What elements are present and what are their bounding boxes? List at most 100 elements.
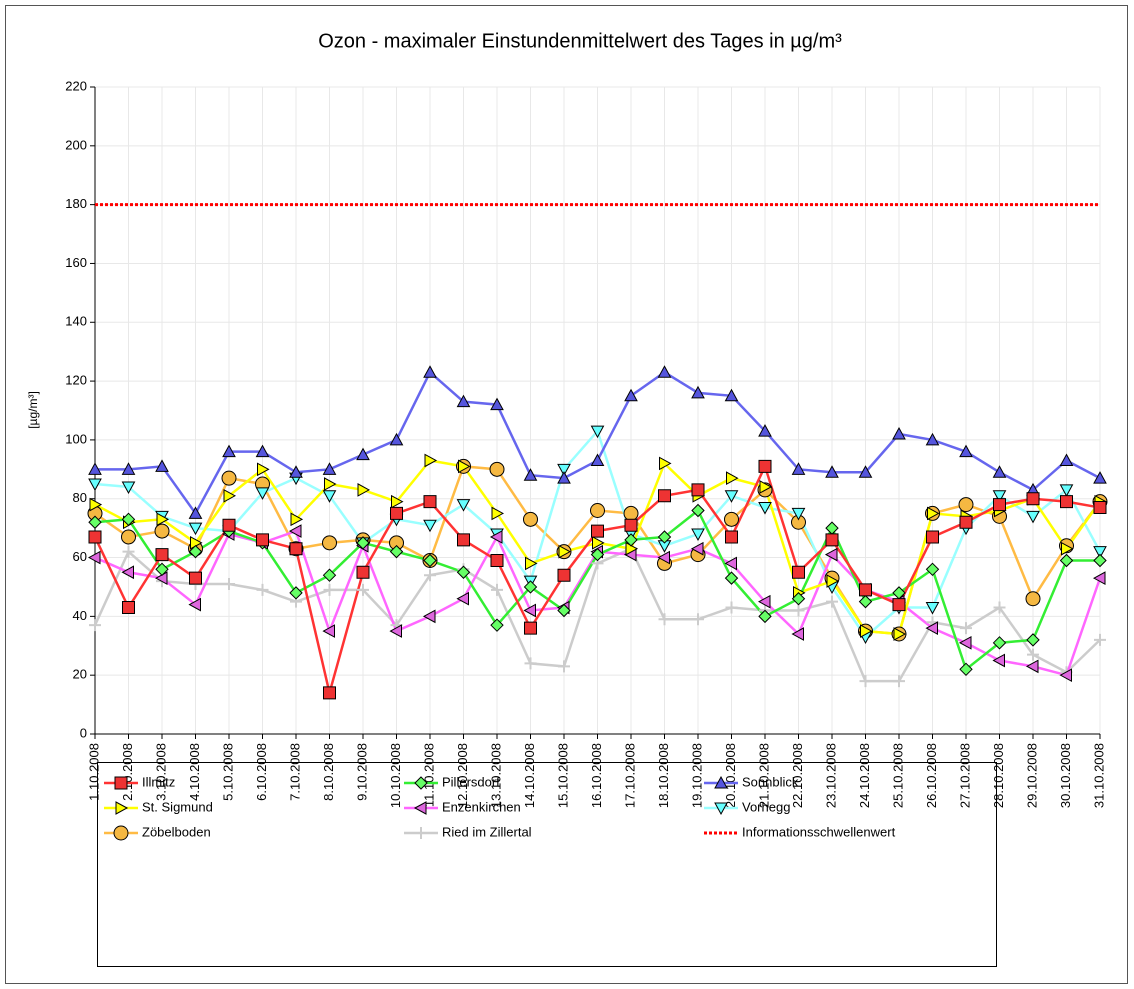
marker — [523, 468, 538, 481]
marker — [992, 653, 1005, 668]
marker — [691, 528, 705, 542]
marker — [893, 675, 905, 688]
marker — [289, 542, 303, 556]
x-tick-label: 8.10.2008 — [321, 743, 336, 801]
marker — [1061, 541, 1074, 556]
marker — [256, 583, 269, 596]
marker — [525, 556, 538, 571]
marker — [659, 456, 672, 471]
marker — [724, 388, 739, 402]
marker — [792, 565, 805, 579]
marker — [1093, 546, 1107, 559]
x-tick-label: 30.10.2008 — [1058, 743, 1073, 808]
marker — [288, 524, 302, 538]
legend-label: St. Sigmund — [142, 799, 213, 814]
marker — [222, 518, 236, 532]
marker — [927, 506, 940, 521]
marker — [223, 578, 235, 591]
x-tick-label: 5.10.2008 — [220, 743, 235, 801]
marker — [758, 424, 772, 437]
marker — [791, 627, 804, 641]
x-tick-label: 14.10.2008 — [522, 743, 537, 808]
marker — [413, 801, 427, 815]
legend-label: Zöbelboden — [142, 824, 211, 839]
marker — [893, 627, 907, 641]
x-tick-label: 18.10.2008 — [656, 743, 671, 808]
marker — [691, 503, 705, 518]
x-tick-label: 7.10.2008 — [287, 743, 302, 801]
x-tick-label: 11.10.2008 — [421, 743, 436, 807]
marker — [1059, 553, 1074, 568]
marker — [155, 548, 169, 562]
x-tick-label: 15.10.2008 — [555, 743, 570, 808]
marker — [290, 512, 304, 527]
marker — [456, 591, 469, 606]
marker — [1026, 492, 1040, 506]
marker — [758, 609, 772, 624]
marker — [324, 477, 337, 491]
marker — [122, 545, 135, 558]
marker — [121, 481, 136, 495]
marker — [1059, 453, 1074, 466]
marker — [758, 502, 772, 515]
marker — [523, 511, 538, 527]
marker — [523, 603, 536, 618]
marker — [826, 595, 838, 608]
marker — [759, 480, 773, 494]
marker — [89, 619, 101, 632]
marker — [1025, 659, 1039, 674]
x-tick-label: 29.10.2008 — [1024, 743, 1039, 808]
y-tick-label: 140 — [65, 314, 87, 329]
marker — [255, 487, 270, 500]
marker — [489, 461, 505, 477]
marker — [188, 597, 201, 612]
marker — [222, 444, 236, 458]
marker — [993, 498, 1006, 512]
marker — [992, 636, 1007, 650]
marker — [623, 505, 639, 521]
x-tick-label: 22.10.2008 — [790, 743, 805, 808]
marker — [691, 483, 705, 497]
marker — [726, 471, 739, 485]
marker — [959, 515, 973, 529]
x-tick-label: 2.10.2008 — [120, 743, 135, 801]
marker — [357, 483, 371, 497]
marker — [256, 533, 269, 547]
marker — [322, 624, 335, 638]
legend-label: Illmitz — [142, 774, 175, 789]
y-tick-label: 40 — [73, 608, 87, 623]
x-tick-label: 3.10.2008 — [153, 743, 168, 801]
marker — [858, 465, 873, 478]
marker — [724, 571, 739, 585]
marker — [1093, 501, 1107, 515]
y-axis-label: [µg/m³] — [26, 391, 40, 429]
marker — [414, 776, 428, 790]
marker — [322, 568, 337, 582]
marker — [491, 583, 503, 596]
marker — [825, 465, 839, 478]
marker — [115, 801, 129, 815]
legend-label: Enzenkirchen — [442, 799, 521, 814]
marker — [892, 598, 906, 612]
marker — [423, 365, 437, 378]
legend-label: Sonnblick — [742, 774, 799, 789]
marker — [724, 490, 739, 503]
marker — [1094, 633, 1106, 646]
marker — [791, 507, 806, 521]
y-tick-label: 60 — [73, 549, 87, 564]
marker — [858, 594, 873, 609]
marker — [356, 447, 370, 461]
marker — [558, 660, 570, 673]
marker — [422, 609, 436, 624]
marker — [657, 550, 670, 565]
marker — [724, 556, 737, 571]
marker — [322, 535, 337, 551]
marker — [524, 657, 537, 670]
marker — [356, 565, 370, 579]
marker — [791, 462, 806, 475]
y-tick-label: 80 — [73, 490, 87, 505]
y-tick-label: 0 — [80, 725, 87, 740]
legend-label: Informationsschwellenwert — [742, 824, 896, 839]
x-tick-label: 17.10.2008 — [622, 743, 637, 808]
